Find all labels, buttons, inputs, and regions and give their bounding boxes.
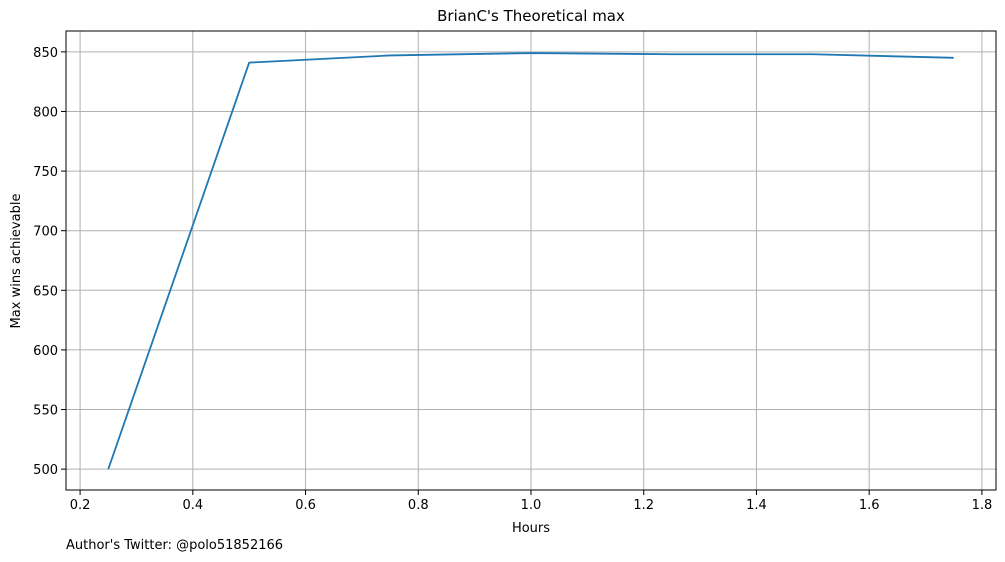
chart-title: BrianC's Theoretical max: [437, 7, 625, 25]
y-tick-label: 850: [33, 46, 58, 61]
x-tick-label: 1.4: [746, 498, 767, 513]
y-tick-label: 750: [33, 165, 58, 180]
y-axis: 500 550 600 650 700 750 800 850: [33, 46, 66, 478]
y-tick-label: 650: [33, 284, 58, 299]
x-tick-label: 1.8: [972, 498, 993, 513]
x-axis: 0.2 0.4 0.6 0.8 1.0 1.2 1.4 1.6 1.8: [70, 490, 993, 513]
y-tick-label: 700: [33, 225, 58, 240]
y-axis-label: Max wins achievable: [9, 194, 24, 329]
x-tick-label: 0.8: [408, 498, 429, 513]
x-tick-label: 1.6: [859, 498, 880, 513]
y-tick-label: 600: [33, 344, 58, 359]
x-tick-label: 1.2: [633, 498, 654, 513]
x-tick-label: 0.6: [295, 498, 316, 513]
series-layer: [107, 52, 954, 470]
x-tick-label: 0.4: [182, 498, 203, 513]
x-tick-label: 0.2: [70, 498, 91, 513]
x-axis-label: Hours: [512, 521, 550, 536]
x-tick-label: 1.0: [521, 498, 542, 513]
y-tick-label: 800: [33, 105, 58, 120]
y-tick-label: 500: [33, 463, 58, 478]
grid-lines: [66, 31, 996, 490]
y-tick-label: 550: [33, 404, 58, 419]
author-twitter-note: Author's Twitter: @polo51852166: [66, 538, 284, 553]
series-line: [107, 52, 954, 470]
